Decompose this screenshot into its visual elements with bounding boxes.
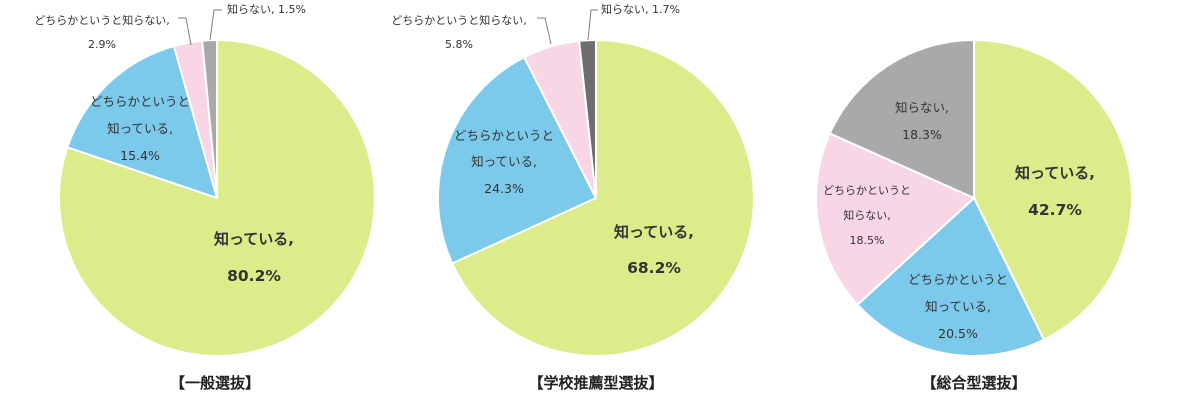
chart-title: 【一般選抜】 bbox=[170, 374, 260, 392]
leader-line bbox=[209, 9, 222, 41]
slice-not-know bbox=[578, 38, 597, 199]
slice-not-know bbox=[828, 38, 975, 200]
label-not-know-text: 知らない, bbox=[895, 100, 949, 115]
pie-chart-school-recommendation-selection: 知っている,68.2%どちらかというと知っている,24.3%どちらかというと知ら… bbox=[391, 2, 755, 392]
label-somewhat-not-know-value: 18.5% bbox=[850, 234, 885, 247]
label-somewhat-not-know-text: 知らない, bbox=[843, 208, 891, 222]
label-somewhat-know-value: 15.4% bbox=[120, 148, 160, 163]
label-not-know-value: 18.3% bbox=[902, 127, 942, 142]
label-somewhat-know-value: 20.5% bbox=[938, 326, 978, 341]
slice-know bbox=[973, 38, 1134, 342]
leader-line bbox=[537, 17, 552, 45]
label-know-value: 42.7% bbox=[1028, 201, 1082, 219]
leader-line bbox=[178, 17, 192, 46]
label-know-text: 知っている, bbox=[214, 230, 294, 248]
label-somewhat-know-value: 24.3% bbox=[484, 181, 524, 196]
slice-somewhat-not-know bbox=[815, 132, 976, 307]
slice-not-know bbox=[201, 38, 218, 199]
label-somewhat-not-know-value: 5.8% bbox=[445, 38, 473, 51]
label-somewhat-not-know-text: どちらかというと知らない, bbox=[34, 13, 170, 27]
label-not-know-value: 知らない, 1.7% bbox=[601, 2, 680, 16]
slice-somewhat-know bbox=[437, 55, 598, 265]
chart-title: 【学校推薦型選抜】 bbox=[528, 374, 663, 392]
pie-chart-comprehensive-selection: 知っている,42.7%どちらかというと知っている,20.5%どちらかというと知ら… bbox=[815, 38, 1134, 392]
slice-somewhat-know bbox=[66, 44, 219, 200]
slice-know bbox=[450, 38, 755, 357]
pie-chart-general-selection: 知っている,80.2%どちらかというと知っている,15.4%どちらかというと知ら… bbox=[34, 2, 377, 392]
label-somewhat-know-text: どちらかというと bbox=[90, 94, 190, 109]
label-somewhat-not-know-text: どちらかというと bbox=[823, 184, 911, 197]
label-somewhat-not-know-text: どちらかというと知らない, bbox=[391, 13, 527, 27]
label-somewhat-know-text: どちらかというと bbox=[908, 272, 1008, 287]
leader-line bbox=[587, 9, 598, 41]
label-somewhat-know-text: 知っている, bbox=[471, 154, 537, 169]
label-know-text: 知っている, bbox=[1015, 164, 1095, 182]
label-know-text: 知っている, bbox=[614, 223, 694, 241]
label-somewhat-not-know-value: 2.9% bbox=[88, 38, 116, 51]
chart-title: 【総合型選抜】 bbox=[921, 374, 1026, 392]
label-somewhat-know-text: 知っている, bbox=[107, 121, 173, 136]
label-not-know-value: 知らない, 1.5% bbox=[227, 2, 306, 16]
label-somewhat-know-text: どちらかというと bbox=[454, 128, 554, 143]
slice-somewhat-know bbox=[856, 196, 1046, 357]
label-know-value: 80.2% bbox=[227, 267, 281, 285]
label-somewhat-know-text: 知っている, bbox=[925, 299, 991, 314]
label-know-value: 68.2% bbox=[627, 259, 681, 277]
